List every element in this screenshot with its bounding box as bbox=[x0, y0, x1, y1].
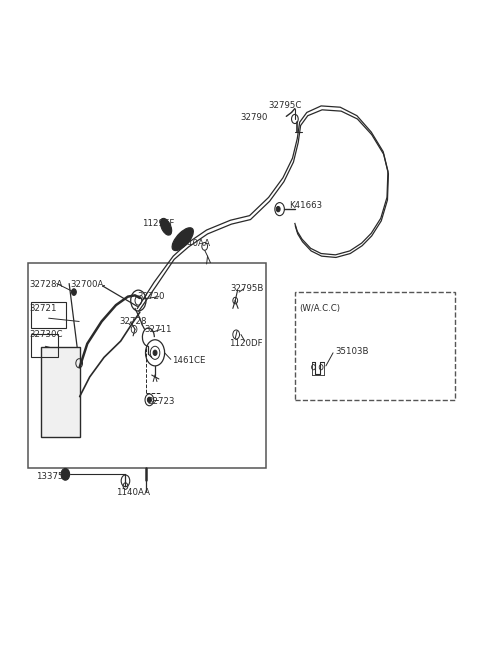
Text: 32795C: 32795C bbox=[269, 102, 302, 110]
Ellipse shape bbox=[172, 228, 193, 251]
Text: 32728: 32728 bbox=[120, 317, 147, 326]
Text: 32720: 32720 bbox=[137, 292, 165, 301]
Text: 32721: 32721 bbox=[29, 304, 57, 313]
Text: 1140AA: 1140AA bbox=[176, 239, 210, 247]
Text: 32723: 32723 bbox=[147, 397, 174, 405]
Circle shape bbox=[147, 398, 151, 403]
Bar bbox=[32, 334, 58, 357]
Bar bbox=[32, 302, 66, 328]
Text: 13375: 13375 bbox=[36, 472, 63, 482]
Circle shape bbox=[153, 350, 157, 356]
Bar bbox=[28, 262, 266, 468]
Ellipse shape bbox=[160, 218, 172, 235]
Circle shape bbox=[276, 207, 280, 212]
Text: 32700A: 32700A bbox=[71, 280, 104, 289]
Text: 1461CE: 1461CE bbox=[172, 356, 206, 365]
Text: 35103B: 35103B bbox=[336, 347, 369, 356]
Text: 32730C: 32730C bbox=[29, 330, 62, 339]
Text: 1140AA: 1140AA bbox=[116, 488, 150, 497]
Text: 32790: 32790 bbox=[240, 113, 267, 122]
Circle shape bbox=[72, 289, 76, 295]
Text: K41663: K41663 bbox=[289, 201, 322, 210]
Text: 32795B: 32795B bbox=[230, 284, 264, 293]
Text: 32711: 32711 bbox=[144, 325, 172, 334]
Circle shape bbox=[61, 468, 70, 480]
Text: 1129EF: 1129EF bbox=[142, 219, 175, 228]
Text: (W/A.C.C): (W/A.C.C) bbox=[300, 304, 341, 313]
Bar bbox=[295, 292, 455, 400]
Text: 32728A: 32728A bbox=[29, 280, 62, 289]
Bar bbox=[40, 347, 80, 437]
Text: 1120DF: 1120DF bbox=[229, 339, 263, 348]
